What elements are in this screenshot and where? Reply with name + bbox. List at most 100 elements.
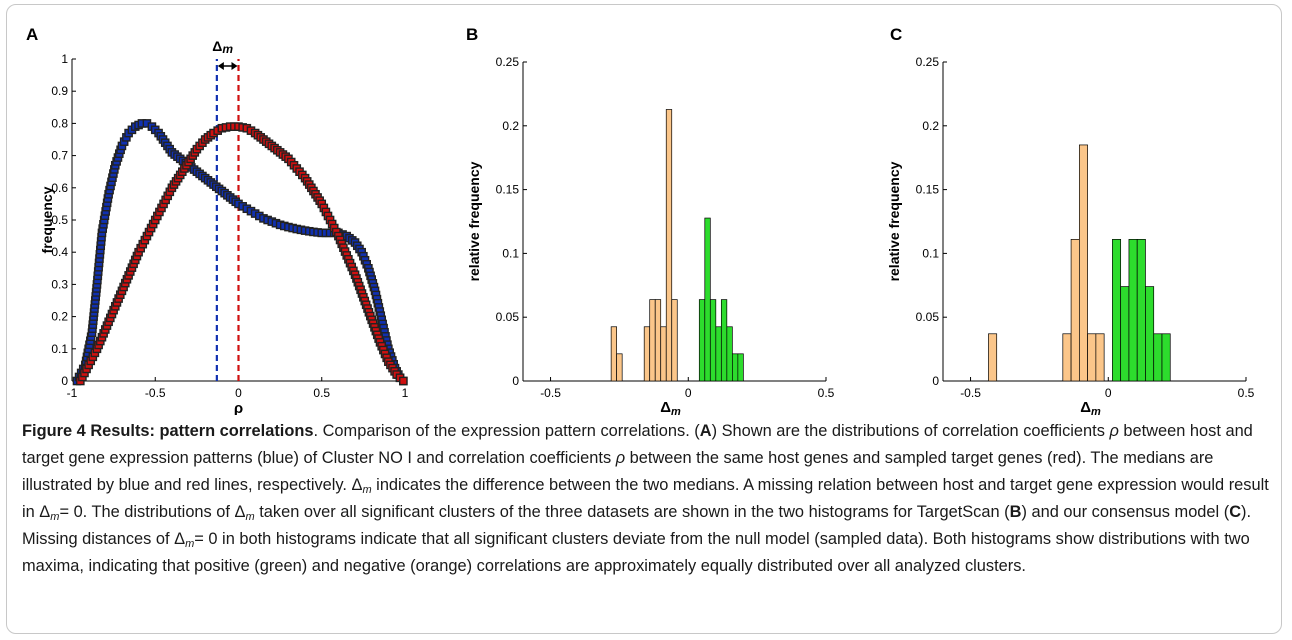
y-tick-label: 0.05 [496,310,520,324]
y-tick-label: 0.7 [51,149,68,163]
caption-text: taken over all significant clusters of t… [254,503,1010,521]
x-tick-label: -0.5 [960,386,981,400]
y-axis-label: relative frequency [886,161,902,281]
x-tick-label: 0 [685,386,692,400]
green-bar [737,353,744,382]
figure-panels: A B C -1 -0.5 0 0.5 1 0 0.1 0.2 0.3 0.4 0.5 0.6 0.7 0… [26,25,1255,415]
green-bar [720,299,728,382]
orange-bar [1078,144,1088,382]
orange-bar [988,333,998,382]
caption-text: ) Shown are the distributions of correla… [711,422,1110,440]
y-tick-label: 0 [61,374,68,388]
delta-annotation: Δm [212,38,233,56]
delta-arrow-head-right [231,62,238,70]
orange-bar [1095,333,1105,382]
orange-bar [1062,333,1072,382]
chart-panel-b: -0.5 0 0.5 0 0.05 0.1 0.15 0.2 0.25 relative freq… [466,55,835,415]
x-tick-label: 0.5 [313,386,330,400]
caption-text: between the same host genes and sampled … [22,449,1214,494]
y-tick-label: 0.05 [916,310,940,324]
x-tick-label: 0.5 [1238,386,1255,400]
y-tick-label: 0.25 [496,55,520,69]
delta-annotation-subscript: m [222,42,233,56]
caption-text: ). Missing distances of Δ [22,503,1252,548]
panel-label-a: A [26,25,38,44]
green-bar [726,326,733,382]
panel-label-b: B [466,25,478,44]
y-axis-label: relative frequency [466,161,482,281]
delta-arrow-head-left [217,62,224,70]
caption-figure-label: Figure 4 [22,422,86,440]
caption-ref-b: B [1009,503,1022,521]
y-axis-label: frequency [39,186,55,253]
figure-caption: Figure 4 Results: pattern correlations. … [22,418,1274,580]
y-tick-label: 0.4 [51,245,68,259]
y-tick-label: 0.2 [51,310,68,324]
orange-bar [616,353,623,382]
y-tick-label: 0.6 [51,181,68,195]
x-axis-label: Δm [660,399,681,415]
caption-rho: ρ [615,449,626,467]
x-axis-label: Δm [1080,399,1101,415]
y-tick-label: 0.9 [51,84,68,98]
x-tick-label: 0 [235,386,242,400]
caption-text: . Comparison of the expression pattern c… [313,422,700,440]
y-tick-label: 0.15 [916,183,940,197]
caption-text: between host and target gene expression … [22,422,1253,467]
caption-ref-a: A [699,422,712,440]
caption-text: = 0. The distributions of Δ [59,503,246,521]
green-bar [1120,286,1130,382]
x-axis-label: ρ [234,400,243,415]
green-bar [731,353,739,382]
green-bar [709,299,717,382]
x-tick-label: 0.5 [818,386,835,400]
y-tick-label: 0 [932,374,939,388]
x-tick-label: 0 [1105,386,1112,400]
orange-bar [610,326,618,382]
y-tick-label: 0.1 [51,342,68,356]
y-tick-label: 0.25 [916,55,940,69]
caption-subscript: m [50,511,60,523]
x-axis-label-subscript: m [1091,406,1101,415]
green-bar [1145,286,1155,382]
y-tick-label: 0.3 [51,277,68,291]
y-tick-label: 0.1 [922,246,939,260]
orange-bar [649,299,656,382]
red-series-point [399,376,408,386]
x-tick-label: -0.5 [145,386,166,400]
caption-rho: ρ [1109,422,1119,440]
y-tick-label: 0.1 [502,246,519,260]
caption-subscript: m [362,484,372,496]
caption-figure-title: Results: pattern correlations [90,422,314,440]
y-tick-label: 0.2 [502,119,519,133]
green-bar [1128,239,1138,382]
y-tick-label: 0.5 [51,213,68,227]
orange-bar [643,326,651,382]
orange-bar [1070,239,1080,382]
y-tick-label: 0.15 [496,183,520,197]
x-tick-label: 1 [402,386,409,400]
orange-bar [654,299,662,382]
caption-ref-c: C [1229,503,1242,521]
y-tick-label: 0.2 [922,119,939,133]
green-bar [1112,239,1122,382]
caption-text: ) and our consensus model ( [1021,503,1230,521]
orange-bar [671,299,678,382]
orange-bar [665,109,673,382]
y-tick-label: 0 [512,374,519,388]
green-bar [704,217,711,382]
caption-subscript: m [245,511,255,523]
x-tick-label: -0.5 [540,386,561,400]
green-bar [698,299,706,382]
caption-text: indicates the difference between the two… [22,476,1269,521]
x-axis-label-subscript: m [671,406,681,415]
green-bar [1161,333,1171,382]
orange-bar [660,326,667,382]
caption-text: = 0 in both histograms indicate that all… [22,530,1250,575]
chart-panel-c: -0.5 0 0.5 0 0.05 0.1 0.15 0.2 0.25 relative freq… [886,55,1255,415]
caption-subscript: m [185,538,195,550]
orange-bar [1087,333,1097,382]
figure-frame [6,4,1282,634]
green-bar [1136,239,1146,382]
x-tick-label: -1 [67,386,78,400]
